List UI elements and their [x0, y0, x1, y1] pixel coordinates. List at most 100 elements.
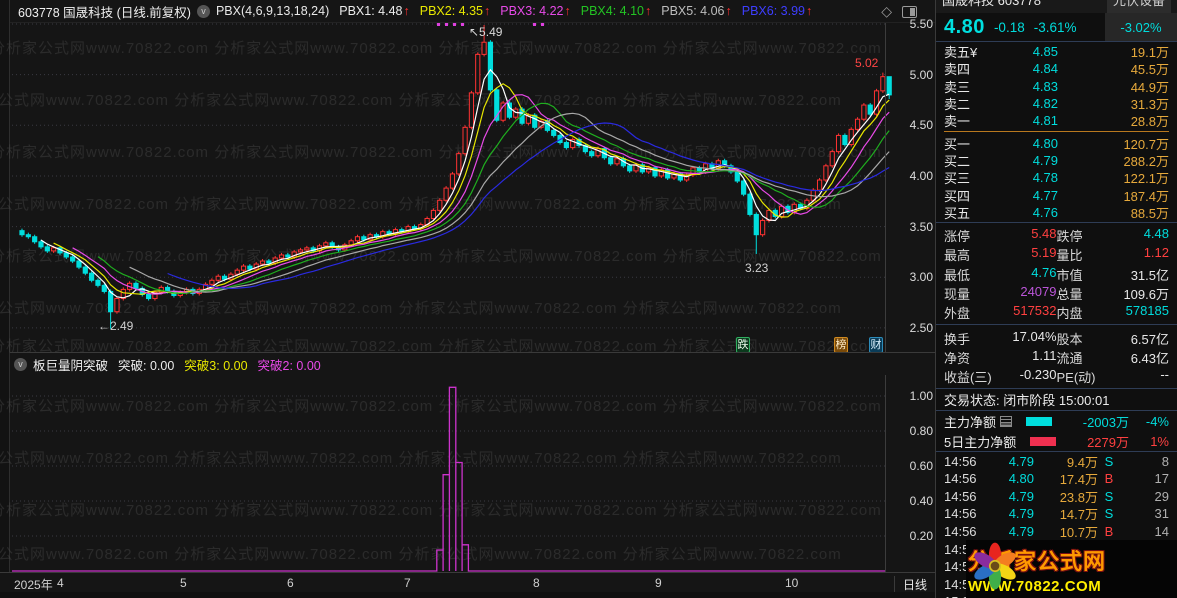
axis-month-label: 5 [180, 576, 187, 590]
bid-row[interactable]: 买一 4.80 120.7万 [936, 134, 1177, 152]
stats-row: 外盘 517532 内盘 578185 [936, 303, 1177, 322]
price-axis-label: 4.50 [909, 118, 933, 133]
book-price: 4.85 [1032, 44, 1058, 60]
price-axis-label: 5.00 [909, 67, 933, 82]
stat-cell: 市值 31.5亿 [1057, 265, 1170, 284]
trading-status-value: 闭市阶段 15:00:01 [1003, 393, 1110, 409]
tick-time: 14:5 [944, 559, 970, 575]
ask-row[interactable]: 卖四 4.84 45.5万 [936, 60, 1177, 77]
stat-cell: PE(动) -- [1057, 367, 1170, 386]
time-axis[interactable]: 2025年 4 5 6 7 8 9 10 日线 [0, 572, 935, 593]
diamond-icon[interactable]: ◇ [881, 3, 892, 19]
vendor-logo[interactable]: 分析家公式网 WWW.70822.COM [966, 540, 1177, 598]
tick-price: 4.79 [1008, 506, 1034, 522]
period-label[interactable]: 日线 [893, 576, 927, 593]
stat-value: 5.48 [1031, 226, 1057, 242]
stock-title: 603778 国晟科技 (日线.前复权) [18, 5, 191, 20]
bid-row[interactable]: 买三 4.78 122.1万 [936, 169, 1177, 186]
pbx-value: PBX4: 4.10↑ [580, 4, 652, 18]
book-price: 4.76 [1032, 204, 1058, 220]
book-level-label: 买三 [944, 171, 971, 187]
up-arrow-icon: ↑ [403, 4, 410, 18]
tick-row: 14:56 4.79 14.7万 S 31 [936, 505, 1177, 523]
ask-row[interactable]: 卖二 4.82 31.3万 [936, 95, 1177, 112]
tick-time: 14:56 [944, 506, 977, 522]
stat-value: 1.11 [1032, 347, 1057, 363]
tick-row: 14:56 4.80 17.4万 B 17 [936, 470, 1177, 488]
watermark-text: 分析家公式网www.70822.com 分析家公式网www.70822.com … [0, 196, 842, 213]
stats-row: 换手 17.04% 股本 6.57亿 [936, 328, 1177, 347]
logo-site-url: WWW.70822.COM [968, 577, 1102, 595]
axis-border [885, 23, 886, 352]
book-volume: 122.1万 [1123, 171, 1169, 187]
main-candlestick-chart[interactable]: 分析家公式网www.70822.com 分析家公式网www.70822.com … [0, 17, 935, 355]
price-axis-label: 3.50 [909, 219, 933, 234]
stats-row: 最高 5.19 量比 1.12 [936, 245, 1177, 264]
stat-cell: 涨停 5.48 [944, 226, 1057, 245]
layout-panel-icon[interactable] [902, 5, 917, 18]
stat-cell: 内盘 578185 [1057, 303, 1170, 322]
tick-price: 4.79 [1008, 453, 1034, 469]
chevron-down-circle-icon[interactable]: v [196, 4, 210, 18]
price-axis-label: 5.50 [909, 17, 933, 31]
sub-indicator-values: 突破: 0.00 突破3: 0.00 突破2: 0.00 [118, 355, 331, 374]
stat-cell: 跌停 4.48 [1057, 226, 1170, 245]
stat-key: 收益(三) [944, 370, 992, 386]
tick-volume: 14.7万 [1059, 507, 1098, 523]
stat-key: 股本 [1056, 331, 1083, 347]
stat-cell: 外盘 517532 [944, 303, 1057, 322]
tick-volume: 10.7万 [1059, 525, 1098, 541]
indicator-params-label: PBX(4,6,9,13,18,24) [215, 4, 330, 18]
stat-key: 最高 [944, 248, 971, 264]
sub-indicator-svg [12, 386, 885, 572]
watermark-text: 分析家公式网www.70822.com 分析家公式网www.70822.com … [0, 338, 882, 355]
price-axis-label: 4.00 [909, 168, 933, 183]
indicator-topbar: 603778 国晟科技 (日线.前复权) v PBX(4,6,9,13,18,2… [10, 0, 935, 22]
bottom-strip [0, 592, 935, 598]
stat-value: 4.48 [1143, 226, 1169, 242]
watermark-text: 分析家公式网www.70822.com 分析家公式网www.70822.com … [0, 40, 882, 57]
book-level-label: 卖四 [944, 62, 971, 78]
price-axis-label: 2.50 [909, 320, 933, 335]
book-level-label: 买二 [944, 153, 971, 169]
industry-tag[interactable]: 光伏设备 [1106, 0, 1171, 13]
stat-value: 24079 [1020, 284, 1057, 299]
up-arrow-icon: ↑ [484, 4, 491, 18]
stat-key: 净资 [944, 350, 971, 366]
stat-key: 总量 [1056, 287, 1083, 302]
stat-cell: 最低 4.76 [944, 265, 1057, 284]
trading-status-label: 交易状态: [944, 393, 1000, 409]
up-arrow-icon: ↑ [725, 4, 732, 18]
stat-cell: 流通 6.43亿 [1057, 348, 1170, 367]
stat-value: 578185 [1125, 303, 1169, 319]
ask-row[interactable]: 卖一 4.81 28.8万 [936, 112, 1177, 129]
sub-indicator-name: 板巨量阴突破 [33, 358, 109, 373]
pbx-value: PBX5: 4.06↑ [661, 4, 732, 18]
ask-row[interactable]: 卖三 4.83 44.9万 [936, 78, 1177, 95]
pbx-values: PBX1: 4.48↑ PBX2: 4.35↑ PBX3: 4.22↑ PBX4: 4… [329, 4, 812, 18]
bid-row[interactable]: 买五 4.76 88.5万 [936, 204, 1177, 221]
book-price: 4.84 [1032, 61, 1058, 77]
tick-row: 14:5 [936, 558, 1177, 576]
event-badge[interactable]: 跌 [736, 337, 750, 353]
bid-order-book: 买一 4.80 120.7万 买二 4.79 288.2万 买三 4.78 122.1万 买四 4.… [936, 133, 1177, 221]
price-change: -0.18 [993, 19, 1025, 35]
chevron-down-circle-icon[interactable]: v [14, 357, 27, 371]
price-row: 4.80 -0.18 -3.61% -3.02% [936, 13, 1177, 41]
stat-key: 流通 [1056, 350, 1083, 366]
event-badge[interactable]: 财 [869, 337, 883, 353]
watermark-text: 分析家公式网www.70822.com 分析家公式网www.70822.com … [0, 398, 882, 415]
ask-row[interactable]: 卖五¥ 4.85 19.1万 [936, 43, 1177, 60]
sub-axis-label: 0.40 [909, 494, 933, 508]
event-badge[interactable]: 榜 [834, 337, 848, 353]
bid-row[interactable]: 买四 4.77 187.4万 [936, 186, 1177, 204]
book-level-label: 卖二 [944, 97, 971, 113]
stat-cell: 收益(三) -0.230 [944, 367, 1057, 386]
tick-time: 14:56 [944, 471, 977, 487]
stat-key: 量比 [1056, 248, 1083, 264]
bid-row[interactable]: 买二 4.79 288.2万 [936, 152, 1177, 169]
list-icon[interactable] [1000, 415, 1013, 427]
sub-indicator-chart[interactable]: 分析家公式网www.70822.com 分析家公式网www.70822.com … [0, 375, 935, 572]
flow-color-swatch [1026, 416, 1053, 426]
flow-percent: -4% [1145, 413, 1169, 429]
